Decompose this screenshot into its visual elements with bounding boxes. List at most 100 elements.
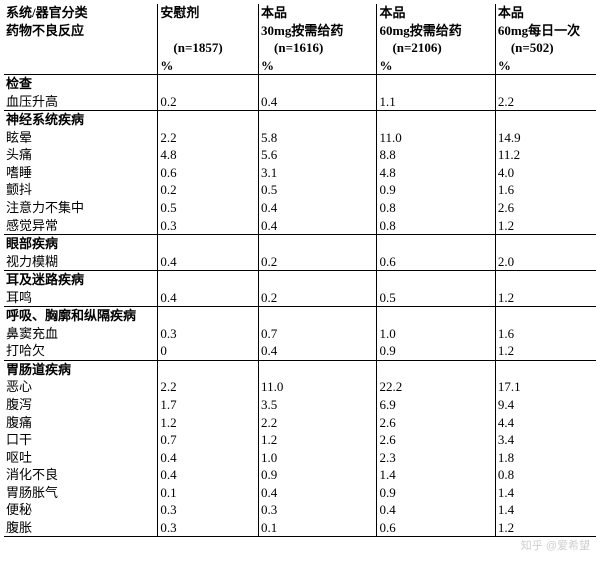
section-empty — [158, 307, 259, 325]
row-name: 头痛 — [4, 146, 158, 164]
row-value: 0 — [158, 342, 259, 360]
row-value: 3.1 — [259, 164, 377, 182]
section-empty — [158, 235, 259, 253]
section-empty — [259, 360, 377, 378]
row-value: 2.6 — [377, 414, 495, 432]
row-value: 6.9 — [377, 396, 495, 414]
row-value: 2.6 — [495, 199, 596, 217]
header-col-3: 本品60mg按需给药 (n=2106)% — [377, 4, 495, 75]
row-value: 0.7 — [158, 431, 259, 449]
section-empty — [377, 75, 495, 93]
section-title: 眼部疾病 — [4, 235, 158, 253]
row-value: 1.7 — [158, 396, 259, 414]
section-empty — [259, 111, 377, 129]
row-value: 17.1 — [495, 378, 596, 396]
row-value: 0.4 — [259, 342, 377, 360]
row-value: 0.1 — [158, 484, 259, 502]
row-value: 0.8 — [495, 466, 596, 484]
row-value: 0.3 — [158, 501, 259, 519]
section-empty — [259, 75, 377, 93]
row-value: 0.9 — [259, 466, 377, 484]
row-value: 0.3 — [158, 519, 259, 537]
section-empty — [495, 235, 596, 253]
row-value: 4.8 — [158, 146, 259, 164]
row-value: 1.4 — [377, 466, 495, 484]
section-empty — [495, 271, 596, 289]
header-col-0: 系统/器官分类药物不良反应 — [4, 4, 158, 75]
section-empty — [259, 271, 377, 289]
section-empty — [158, 75, 259, 93]
row-name: 打哈欠 — [4, 342, 158, 360]
row-value: 4.4 — [495, 414, 596, 432]
row-value: 0.5 — [158, 199, 259, 217]
row-value: 0.3 — [259, 501, 377, 519]
row-name: 恶心 — [4, 378, 158, 396]
row-name: 眩晕 — [4, 129, 158, 147]
row-value: 0.4 — [259, 217, 377, 235]
row-name: 腹痛 — [4, 414, 158, 432]
section-empty — [158, 271, 259, 289]
row-value: 0.8 — [377, 199, 495, 217]
row-value: 0.2 — [259, 253, 377, 271]
row-name: 血压升高 — [4, 93, 158, 111]
section-empty — [377, 360, 495, 378]
row-value: 0.4 — [259, 199, 377, 217]
row-value: 2.6 — [377, 431, 495, 449]
row-value: 3.5 — [259, 396, 377, 414]
row-value: 0.6 — [377, 519, 495, 537]
row-name: 便秘 — [4, 501, 158, 519]
row-value: 0.6 — [158, 164, 259, 182]
row-value: 1.0 — [259, 449, 377, 467]
row-value: 8.8 — [377, 146, 495, 164]
row-value: 1.2 — [495, 217, 596, 235]
row-value: 0.4 — [158, 253, 259, 271]
header-col-1: 安慰剂 (n=1857)% — [158, 4, 259, 75]
section-empty — [495, 360, 596, 378]
row-name: 腹泻 — [4, 396, 158, 414]
row-value: 2.2 — [158, 378, 259, 396]
row-value: 0.3 — [158, 217, 259, 235]
row-value: 1.8 — [495, 449, 596, 467]
row-value: 1.2 — [495, 342, 596, 360]
row-value: 3.4 — [495, 431, 596, 449]
row-value: 0.4 — [259, 93, 377, 111]
row-value: 0.4 — [158, 449, 259, 467]
row-value: 0.8 — [377, 217, 495, 235]
row-value: 1.1 — [377, 93, 495, 111]
section-empty — [495, 75, 596, 93]
section-empty — [259, 235, 377, 253]
row-value: 0.1 — [259, 519, 377, 537]
row-value: 0.5 — [377, 289, 495, 307]
row-value: 5.8 — [259, 129, 377, 147]
row-name: 鼻窦充血 — [4, 325, 158, 343]
section-empty — [158, 360, 259, 378]
row-value: 14.9 — [495, 129, 596, 147]
row-value: 5.6 — [259, 146, 377, 164]
adverse-reactions-table: 系统/器官分类药物不良反应安慰剂 (n=1857)%本品30mg按需给药 (n=… — [4, 4, 596, 537]
row-value: 0.4 — [158, 466, 259, 484]
section-title: 呼吸、胸廓和纵隔疾病 — [4, 307, 158, 325]
header-col-2: 本品30mg按需给药 (n=1616)% — [259, 4, 377, 75]
section-empty — [259, 307, 377, 325]
row-value: 9.4 — [495, 396, 596, 414]
row-value: 0.2 — [259, 289, 377, 307]
row-value: 22.2 — [377, 378, 495, 396]
row-value: 0.2 — [158, 93, 259, 111]
section-title: 神经系统疾病 — [4, 111, 158, 129]
row-name: 胃肠胀气 — [4, 484, 158, 502]
section-title: 胃肠道疾病 — [4, 360, 158, 378]
row-value: 0.4 — [259, 484, 377, 502]
row-name: 口干 — [4, 431, 158, 449]
row-value: 0.4 — [377, 501, 495, 519]
row-value: 1.2 — [495, 289, 596, 307]
row-value: 0.9 — [377, 342, 495, 360]
row-value: 2.2 — [259, 414, 377, 432]
row-value: 0.2 — [158, 181, 259, 199]
row-name: 嗜睡 — [4, 164, 158, 182]
section-title: 检查 — [4, 75, 158, 93]
row-name: 注意力不集中 — [4, 199, 158, 217]
row-value: 0.9 — [377, 484, 495, 502]
section-empty — [158, 111, 259, 129]
section-empty — [495, 307, 596, 325]
row-name: 消化不良 — [4, 466, 158, 484]
